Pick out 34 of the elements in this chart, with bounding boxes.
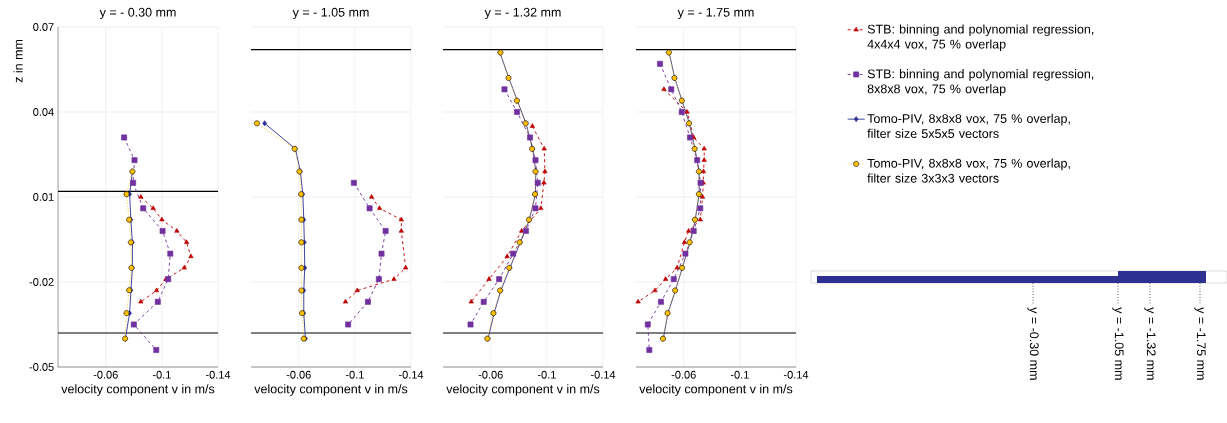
x-tick-label: -0.06	[93, 370, 118, 379]
text: y = -1.75 mm	[1194, 307, 1206, 380]
x-axis-title: velocity component v in m/s	[639, 384, 793, 396]
y-tick-label: 0.07	[33, 23, 54, 31]
x-tick-label: -0.06	[671, 370, 696, 379]
legend-label: STB: binning and polynomial regression, 8x8x8 vox, 75 % overlap	[867, 69, 1094, 96]
x-tick-label: -0.14	[205, 370, 231, 379]
text: y = -1.32 mm	[1144, 307, 1156, 380]
legend-label: STB: binning and polynomial regression, 4x4x4 vox, 75 % overlap	[867, 24, 1094, 52]
x-tick-label: -0.06	[478, 370, 503, 379]
y-tick-label: -0.02	[29, 278, 54, 286]
y-tick-label: 0.01	[33, 193, 54, 201]
x-axis-title: velocity component v in m/s	[61, 384, 215, 396]
x-tick-label: -0.1	[537, 370, 556, 379]
y-tick-label: 0.04	[33, 108, 54, 116]
x-tick-label: -0.14	[398, 370, 424, 379]
legend-label: Tomo-PIV, 8x8x8 vox, 75 % overlap, filter size 5x5x5 vectors	[867, 113, 1070, 138]
x-axis-title: velocity component v in m/s	[254, 384, 408, 396]
legend-label: Tomo-PIV, 8x8x8 vox, 75 % overlap, filter size 3x3x3 vectors	[867, 158, 1070, 183]
x-tick-label: -0.14	[783, 370, 809, 379]
chart-title: y = - 0.30 mm	[99, 7, 176, 20]
x-tick-label: -0.1	[152, 370, 171, 379]
x-tick-label: -0.14	[590, 370, 616, 379]
x-axis-title: velocity component v in m/s	[446, 384, 600, 396]
text: y = -0.30 mm	[1027, 307, 1039, 380]
y-axis-title: z in mm	[13, 39, 23, 83]
x-tick-label: -0.1	[345, 370, 364, 379]
chart-title: y = - 1.32 mm	[484, 7, 561, 20]
x-tick-label: -0.06	[286, 370, 311, 379]
y-tick-label: -0.05	[29, 363, 54, 371]
chart-title: y = - 1.75 mm	[677, 7, 754, 20]
x-tick-label: -0.1	[730, 370, 749, 379]
chart-title: y = - 1.05 mm	[292, 7, 369, 20]
text: y = -1.05 mm	[1112, 307, 1124, 380]
